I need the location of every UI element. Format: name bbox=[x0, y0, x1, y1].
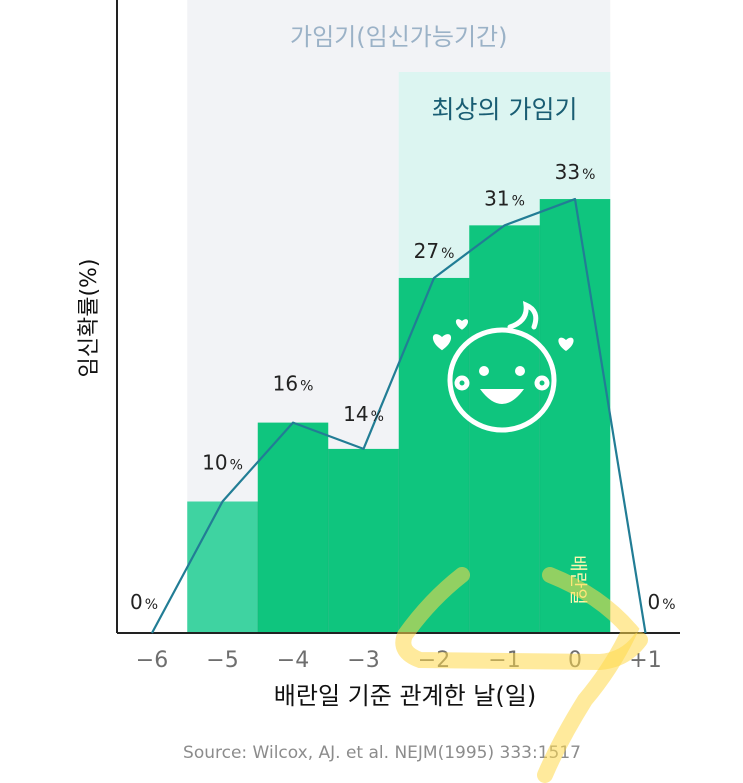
source-note: Source: Wilcox, AJ. et al. NEJM(1995) 33… bbox=[183, 743, 581, 763]
data-label: 0% bbox=[647, 590, 675, 614]
x-tick-label: −5 bbox=[206, 648, 238, 673]
x-axis-title: 배란일 기준 관계한 날(일) bbox=[274, 682, 536, 710]
data-label: 14% bbox=[343, 402, 384, 426]
probability-line bbox=[151, 197, 647, 634]
data-label: 16% bbox=[273, 372, 314, 396]
probability-line bbox=[151, 197, 647, 634]
bar--5 bbox=[187, 501, 258, 633]
baby-eye-left bbox=[479, 366, 489, 376]
x-tick-label: −3 bbox=[347, 648, 379, 673]
best-fertile-window-label: 최상의 가임기 bbox=[432, 95, 578, 124]
baby-ear-right bbox=[534, 375, 550, 391]
data-label: 27% bbox=[414, 239, 455, 263]
data-labels: 0 % 10 % 16 % 14 % 27 % 31 % 33 % 0% bbox=[130, 160, 676, 614]
baby-mouth bbox=[480, 389, 524, 404]
bar-0 bbox=[539, 199, 611, 634]
data-label: 31% bbox=[484, 186, 525, 210]
data-label: 0% bbox=[130, 590, 158, 614]
fertile-window-label: 가임기(임신가능기간) bbox=[290, 23, 507, 51]
data-label: 10% bbox=[202, 451, 243, 475]
highlighter-mark-right bbox=[537, 567, 640, 783]
baby-ear-left bbox=[454, 375, 470, 391]
baby-head bbox=[447, 327, 557, 433]
heart-icon-right bbox=[558, 337, 574, 351]
decorations bbox=[257, 225, 574, 633]
heart-icon bbox=[432, 334, 452, 351]
heart-icon-small bbox=[455, 319, 469, 330]
x-tick-label: −4 bbox=[277, 648, 309, 673]
baby-eye-right bbox=[515, 366, 525, 376]
data-label: 33% bbox=[555, 160, 596, 184]
highlighter-marks bbox=[395, 567, 648, 783]
baby-face-icon bbox=[447, 300, 557, 433]
y-axis-title: 임신확률(%) bbox=[77, 258, 102, 377]
bars bbox=[187, 199, 611, 634]
bar--3 bbox=[328, 448, 399, 633]
x-tick-label: −6 bbox=[136, 648, 168, 673]
baby-hair-curl bbox=[507, 300, 539, 330]
bar--4 bbox=[257, 422, 329, 633]
